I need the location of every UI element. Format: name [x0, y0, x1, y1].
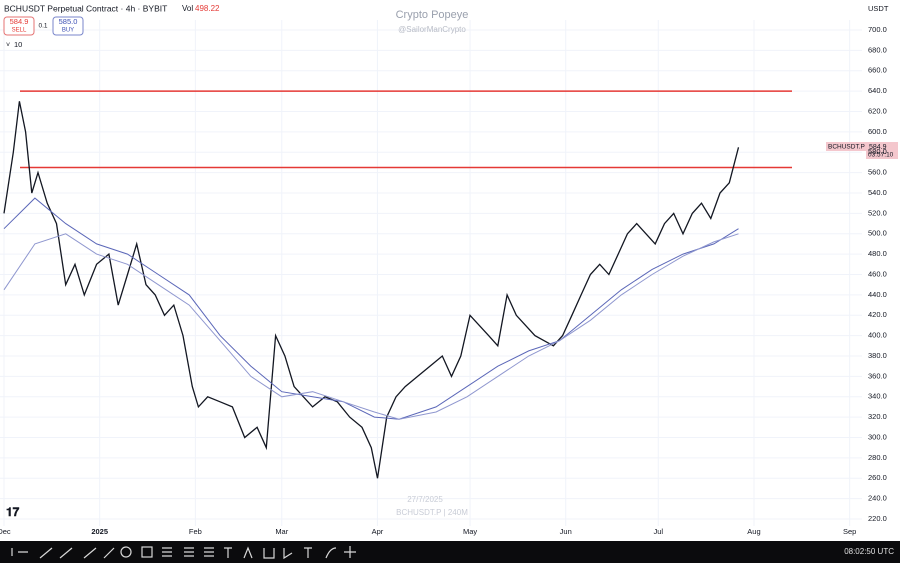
y-tick-label: 440.0: [868, 290, 887, 299]
moving-average: [3, 197, 739, 420]
price-tag-symbol: BCHUSDT.P: [828, 144, 865, 151]
tool-misc[interactable]: [224, 546, 356, 560]
y-tick-label: 220.0: [868, 514, 887, 523]
tool-fib[interactable]: [162, 547, 214, 557]
y-tick-label: 280.0: [868, 453, 887, 462]
y-tick-label: 580.0: [868, 147, 887, 156]
x-tick-label: Dec: [0, 527, 11, 536]
y-tick-label: 340.0: [868, 392, 887, 401]
y-tick-label: 240.0: [868, 494, 887, 503]
y-tick-label: 620.0: [868, 106, 887, 115]
y-tick-label: 540.0: [868, 188, 887, 197]
spread: 0.1: [38, 23, 47, 30]
moving-average: [3, 233, 739, 420]
price-tag-symbol-bg: [826, 142, 868, 151]
x-tick-label: Jul: [654, 527, 664, 536]
y-tick-label: 420.0: [868, 310, 887, 319]
y-tick-label: 320.0: [868, 412, 887, 421]
price-line: [3, 101, 740, 479]
y-tick-label: 520.0: [868, 208, 887, 217]
x-tick-label: Aug: [747, 527, 760, 536]
toolbar: [0, 541, 900, 563]
y-tick-label: 300.0: [868, 432, 887, 441]
y-tick-label: 360.0: [868, 371, 887, 380]
x-tick-label: Sep: [843, 527, 856, 536]
watermark-handle: @SailorManCrypto: [398, 25, 466, 34]
y-tick-label: 500.0: [868, 229, 887, 238]
buy-button[interactable]: [52, 16, 84, 36]
y-tick-label: 480.0: [868, 249, 887, 258]
vol-label: Vol: [182, 4, 193, 13]
y-tick-label: 600.0: [868, 127, 887, 136]
price-tag-value: 584.9: [869, 144, 887, 151]
watermark-date: 27/7/2025: [407, 495, 443, 504]
tool-cursor[interactable]: [11, 548, 28, 556]
x-tick-label: May: [463, 527, 477, 536]
currency: USDT: [868, 4, 889, 13]
tool-rect[interactable]: [141, 546, 153, 558]
tool-circle[interactable]: [120, 546, 132, 558]
price-tag-countdown: 03:57:10: [868, 152, 894, 159]
x-tick-label: Jun: [560, 527, 572, 536]
clock: 08:02:50 UTC: [844, 547, 894, 556]
indicator-count: 10: [14, 40, 22, 49]
buy-price: 585.0: [59, 17, 78, 26]
y-tick-label: 640.0: [868, 86, 887, 95]
sell-price: 584.9: [10, 17, 29, 26]
indicator-toggle[interactable]: ˅: [6, 42, 10, 49]
buy-label: BUY: [62, 28, 74, 34]
y-tick-label: 460.0: [868, 269, 887, 278]
y-tick-label: 400.0: [868, 331, 887, 340]
x-tick-label: Mar: [275, 527, 288, 536]
y-tick-label: 660.0: [868, 66, 887, 75]
watermark-title: Crypto Popeye: [396, 9, 469, 21]
sell-label: SELL: [12, 28, 27, 34]
x-tick-label: 2025: [91, 527, 108, 536]
logo: 𝟏𝟕: [6, 505, 20, 519]
symbol-title: BCHUSDT Perpetual Contract · 4h · BYBIT: [4, 3, 167, 13]
y-tick-label: 260.0: [868, 473, 887, 482]
x-tick-label: Apr: [372, 527, 384, 536]
x-tick-label: Feb: [189, 527, 202, 536]
y-tick-label: 380.0: [868, 351, 887, 360]
vol-value: 498.22: [195, 4, 220, 13]
price-tag-bg: [866, 142, 898, 159]
tool-lines[interactable]: [39, 547, 115, 559]
y-tick-label: 700.0: [868, 25, 887, 34]
watermark-symbol: BCHUSDT.P | 240M: [396, 508, 468, 517]
y-tick-label: 560.0: [868, 168, 887, 177]
sell-button[interactable]: [3, 16, 35, 36]
y-tick-label: 680.0: [868, 45, 887, 54]
